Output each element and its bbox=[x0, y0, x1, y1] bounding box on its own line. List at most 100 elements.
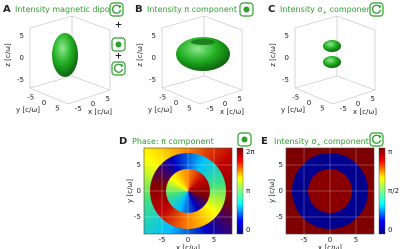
y-tick-label: 0 bbox=[137, 187, 141, 195]
box-edge bbox=[161, 75, 205, 89]
x-tick-label: -5 bbox=[301, 236, 308, 244]
torus-hole bbox=[191, 39, 215, 45]
x-axis-label: x [c/ω] bbox=[88, 108, 112, 116]
icon-dot bbox=[115, 41, 122, 48]
y-tick-label: -5 bbox=[27, 93, 34, 101]
y-axis-label: y [c/ω] bbox=[268, 179, 276, 203]
x-tick-label: -5 bbox=[340, 105, 347, 113]
title-part: Intensity σ bbox=[280, 5, 322, 14]
y-tick-label: 0 bbox=[174, 99, 178, 107]
x-tick-label: 5 bbox=[212, 236, 216, 244]
x-axis-label: x [c/ω] bbox=[220, 108, 244, 116]
icon-arrowhead bbox=[118, 5, 122, 9]
colorbar bbox=[378, 147, 386, 235]
x-tick-label: -5 bbox=[75, 105, 82, 113]
y-tick-label: -5 bbox=[276, 213, 283, 221]
panel-label: A bbox=[3, 4, 11, 15]
title-part: + bbox=[316, 142, 321, 148]
icon-arrow bbox=[371, 4, 382, 14]
z-tick-label: -5 bbox=[17, 76, 24, 84]
x-tick-label: -5 bbox=[159, 236, 166, 244]
intensity-surface bbox=[176, 37, 230, 71]
panel-title: Phase: π component bbox=[132, 137, 214, 146]
x-axis-label: x [c/ω] bbox=[318, 244, 342, 249]
panel-title: Intensity magnetic dipole bbox=[15, 5, 117, 14]
z-axis-label: z [c/ω] bbox=[136, 43, 144, 67]
title-part: + bbox=[322, 10, 327, 16]
icon-arrow bbox=[113, 63, 124, 73]
colorbar-tick-label: π/2 bbox=[388, 187, 399, 195]
panel-label: B bbox=[135, 4, 143, 15]
box-edge bbox=[336, 75, 376, 91]
box-edge bbox=[332, 89, 376, 105]
title-part: component bbox=[321, 137, 369, 146]
box-edge bbox=[161, 15, 205, 29]
panel-label: C bbox=[268, 4, 275, 15]
title-part: Intensity σ bbox=[274, 137, 316, 146]
box-edge bbox=[29, 75, 73, 89]
y-tick-label: 0 bbox=[42, 99, 46, 107]
x-axis-label: x [c/ω] bbox=[353, 108, 377, 116]
y-axis-label: y [c/ω] bbox=[16, 106, 40, 114]
z-tick-label: 0 bbox=[152, 54, 156, 62]
y-tick-label: 5 bbox=[279, 161, 283, 169]
icon-arrow bbox=[111, 4, 122, 14]
icon-dot bbox=[243, 6, 250, 13]
y-axis-label: y [c/ω] bbox=[126, 179, 134, 203]
box-edge bbox=[203, 15, 243, 31]
icon-arrowhead bbox=[378, 5, 382, 9]
y-tick-label: 5 bbox=[137, 161, 141, 169]
box-edge bbox=[199, 89, 243, 105]
panel-title: Intensity σ+ component bbox=[280, 5, 375, 16]
box-edge bbox=[294, 75, 338, 89]
box-edge bbox=[161, 87, 201, 105]
z-tick-label: 5 bbox=[285, 32, 289, 40]
colorbar-tick-label: 2π bbox=[246, 148, 255, 156]
x-tick-label: 5 bbox=[370, 95, 374, 103]
box-edge bbox=[203, 75, 243, 91]
x-tick-label: 5 bbox=[354, 236, 358, 244]
z-tick-label: 5 bbox=[20, 32, 24, 40]
z-tick-label: 0 bbox=[20, 54, 24, 62]
x-tick-label: 5 bbox=[237, 95, 241, 103]
z-tick-label: -5 bbox=[149, 76, 156, 84]
y-axis-label: y [c/ω] bbox=[148, 106, 172, 114]
title-part: Intensity π component bbox=[147, 5, 237, 14]
title-part: Phase: π component bbox=[132, 137, 214, 146]
x-tick-label: 0 bbox=[356, 100, 360, 108]
box-edge bbox=[71, 15, 111, 31]
y-tick-label: 0 bbox=[307, 99, 311, 107]
x-tick-label: 0 bbox=[328, 236, 332, 244]
y-tick-label: -5 bbox=[292, 93, 299, 101]
intensity-surface bbox=[323, 56, 341, 68]
x-axis-label: x [c/ω] bbox=[176, 244, 200, 249]
title-part: Intensity magnetic dipole bbox=[15, 5, 117, 14]
plus-sign: + bbox=[115, 21, 123, 31]
y-axis-label: y [c/ω] bbox=[281, 106, 305, 114]
x-tick-label: 0 bbox=[91, 100, 95, 108]
icon-dot bbox=[241, 136, 248, 143]
z-tick-label: -5 bbox=[282, 76, 289, 84]
y-tick-label: 5 bbox=[187, 105, 191, 113]
x-tick-label: 0 bbox=[186, 236, 190, 244]
box-edge bbox=[294, 87, 334, 105]
z-tick-label: 5 bbox=[152, 32, 156, 40]
box-edge bbox=[336, 15, 376, 31]
icon-arrowhead bbox=[378, 135, 382, 139]
icon-arrowhead bbox=[120, 64, 124, 68]
y-tick-label: -5 bbox=[159, 93, 166, 101]
box-edge bbox=[71, 75, 111, 91]
z-tick-label: 0 bbox=[285, 54, 289, 62]
panel-label: D bbox=[119, 136, 127, 147]
colorbar-tick-label: π bbox=[246, 187, 251, 195]
panel-title: Intensity σ+ component bbox=[274, 137, 369, 148]
plus-sign: + bbox=[115, 52, 123, 62]
colorbar-tick-label: 0 bbox=[246, 226, 250, 234]
z-axis-label: z [c/ω] bbox=[269, 43, 277, 67]
box-edge bbox=[29, 87, 69, 105]
panel-title: Intensity π component bbox=[147, 5, 237, 14]
colorbar-tick-label: 0 bbox=[388, 226, 392, 234]
x-tick-label: -5 bbox=[207, 105, 214, 113]
y-tick-label: -5 bbox=[134, 213, 141, 221]
